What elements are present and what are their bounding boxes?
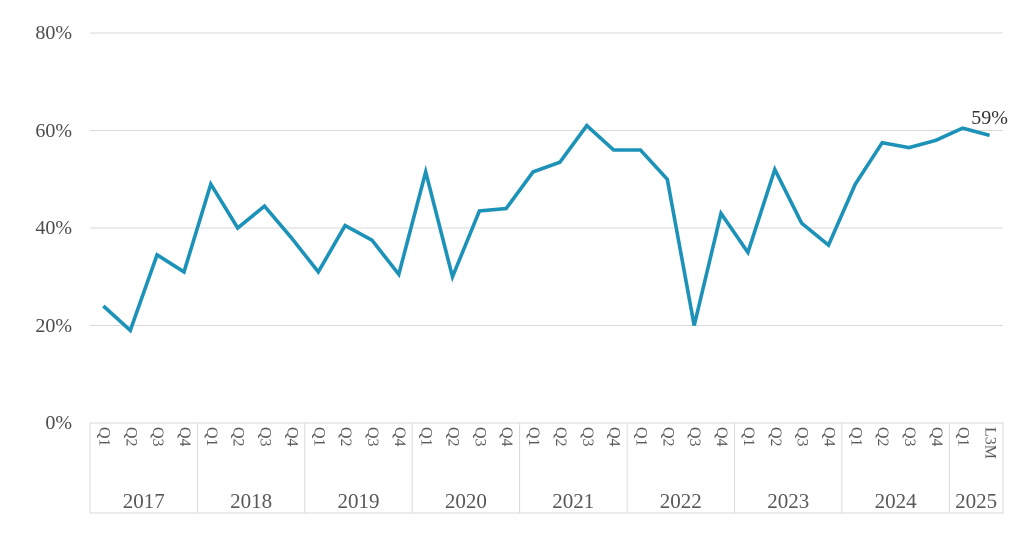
x-axis-quarter-label: Q1 bbox=[417, 427, 435, 447]
y-axis-tick-label: 60% bbox=[35, 119, 72, 142]
x-axis-quarter-label: Q4 bbox=[927, 427, 945, 447]
x-axis-quarter-label: Q4 bbox=[176, 427, 193, 447]
x-axis-year-label: 2019 bbox=[337, 489, 380, 513]
x-axis-quarter-label: Q2 bbox=[122, 427, 140, 447]
x-axis-quarter-label: Q1 bbox=[632, 427, 650, 447]
x-axis-year-label: 2024 bbox=[874, 489, 917, 513]
x-axis-quarter-label: Q3 bbox=[364, 427, 381, 447]
x-axis-quarter-label: Q1 bbox=[95, 427, 113, 447]
x-axis-quarter-label: Q3 bbox=[256, 427, 274, 447]
x-axis-quarter-label: Q1 bbox=[954, 427, 972, 447]
x-axis-quarter-label: Q2 bbox=[444, 427, 462, 447]
x-axis-quarter-label: Q2 bbox=[766, 427, 784, 447]
x-axis-quarter-label: Q4 bbox=[283, 427, 301, 447]
x-axis-quarter-label: Q2 bbox=[874, 427, 892, 447]
x-axis-quarter-label: Q1 bbox=[310, 427, 328, 447]
x-axis-quarter-label: Q4 bbox=[713, 427, 730, 447]
x-axis-quarter-label: Q3 bbox=[793, 427, 811, 447]
x-axis-quarter-label: Q3 bbox=[471, 427, 489, 447]
x-axis-quarter-label: L3M bbox=[981, 427, 999, 459]
x-axis-year-label: 2025 bbox=[955, 489, 998, 513]
y-axis-tick-label: 0% bbox=[45, 412, 72, 434]
x-axis-quarter-label: Q1 bbox=[847, 427, 865, 447]
x-axis-quarter-label: Q3 bbox=[149, 427, 167, 447]
x-axis-quarter-label: Q1 bbox=[525, 427, 543, 447]
x-axis-quarter-label: Q2 bbox=[551, 427, 569, 447]
x-axis-quarter-label: Q3 bbox=[686, 427, 704, 447]
last-value-annotation: 59% bbox=[971, 107, 1008, 130]
data-line bbox=[102, 122, 991, 334]
x-axis-year-label: 2022 bbox=[659, 489, 702, 513]
x-axis-year-label: 2021 bbox=[552, 489, 595, 513]
x-axis-quarter-label: Q2 bbox=[337, 427, 355, 447]
x-axis-quarter-label: Q2 bbox=[229, 427, 247, 447]
x-axis-quarter-label: Q4 bbox=[498, 427, 516, 447]
x-axis-quarter-label: Q3 bbox=[578, 427, 596, 447]
x-axis-quarter-label: Q1 bbox=[739, 427, 757, 447]
y-axis-tick-label: 40% bbox=[35, 217, 72, 239]
x-axis-year-label: 2017 bbox=[122, 489, 165, 513]
x-axis-quarter-label: Q2 bbox=[659, 427, 677, 447]
x-axis-quarter-label: Q4 bbox=[605, 427, 623, 447]
y-axis-tick-label: 80% bbox=[35, 22, 72, 44]
x-axis-quarter-label: Q4 bbox=[820, 427, 838, 447]
x-axis-quarter-label: Q4 bbox=[390, 427, 408, 447]
x-axis-year-label: 2023 bbox=[767, 489, 810, 513]
x-axis-quarter-label: Q3 bbox=[901, 427, 918, 447]
x-axis-year-label: 2020 bbox=[444, 489, 487, 513]
x-axis-quarter-label: Q1 bbox=[202, 427, 220, 447]
x-axis-year-label: 2018 bbox=[230, 489, 273, 513]
y-axis-tick-label: 20% bbox=[35, 314, 72, 337]
